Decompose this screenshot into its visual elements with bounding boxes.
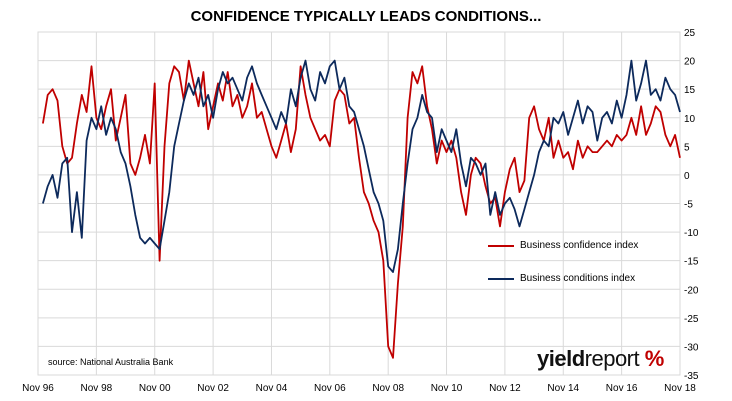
- y-tick-label: -20: [684, 285, 699, 296]
- legend-swatch-confidence: [488, 244, 514, 247]
- y-tick-label: 25: [684, 28, 696, 39]
- y-tick-label: -5: [684, 200, 693, 211]
- y-tick-label: 15: [684, 85, 696, 96]
- series-line-conditions: [42, 59, 681, 273]
- y-tick-label: -10: [684, 228, 699, 239]
- y-tick-label: 5: [684, 142, 690, 153]
- y-tick-label: -35: [684, 371, 699, 382]
- source-note: source: National Australia Bank: [48, 357, 174, 367]
- x-tick-label: Nov 06: [314, 383, 346, 394]
- x-tick-label: Nov 12: [489, 383, 521, 394]
- legend-item-confidence: Business confidence index: [488, 240, 638, 251]
- x-tick-label: Nov 02: [197, 383, 229, 394]
- yieldreport-logo: yieldreport %: [537, 346, 664, 371]
- series-line-confidence: [42, 59, 681, 359]
- legend-item-conditions: Business conditions index: [488, 273, 635, 284]
- chart-title: CONFIDENCE TYPICALLY LEADS CONDITIONS...: [190, 8, 542, 25]
- y-tick-label: 10: [684, 114, 696, 125]
- legend-label-conditions: Business conditions index: [520, 273, 636, 284]
- y-tick-label: 0: [684, 171, 690, 182]
- y-tick-label: -30: [684, 342, 699, 353]
- x-tick-label: Nov 00: [139, 383, 171, 394]
- y-tick-label: 20: [684, 57, 696, 68]
- y-tick-label: -15: [684, 257, 699, 268]
- x-tick-label: Nov 16: [606, 383, 638, 394]
- x-tick-label: Nov 14: [547, 383, 579, 394]
- x-tick-label: Nov 08: [372, 383, 404, 394]
- x-tick-label: Nov 04: [256, 383, 288, 394]
- x-tick-label: Nov 18: [664, 383, 696, 394]
- legend-swatch-conditions: [488, 277, 514, 280]
- x-tick-label: Nov 98: [81, 383, 113, 394]
- legend-label-confidence: Business confidence index: [520, 240, 639, 251]
- y-tick-label: -25: [684, 314, 699, 325]
- x-tick-label: Nov 96: [22, 383, 54, 394]
- x-tick-label: Nov 10: [431, 383, 463, 394]
